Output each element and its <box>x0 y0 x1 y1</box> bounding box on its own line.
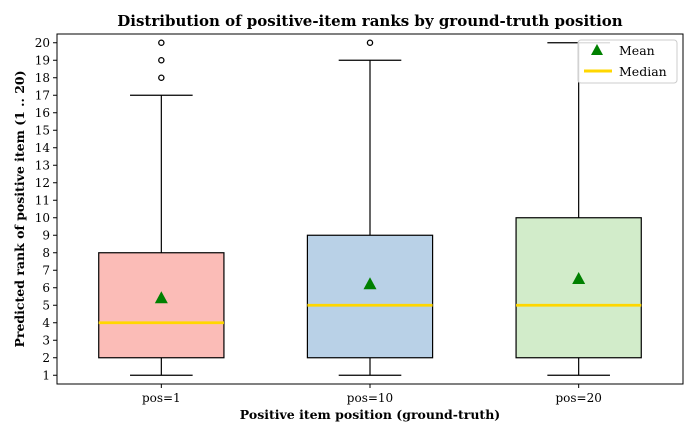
box-group <box>515 42 642 376</box>
y-tick-label: 4 <box>42 316 50 330</box>
x-axis-label: Positive item position (ground-truth) <box>240 407 500 422</box>
y-tick-label: 3 <box>42 333 50 347</box>
x-tick-label: pos=20 <box>555 391 601 405</box>
x-tick-label: pos=1 <box>142 391 181 405</box>
y-tick-label: 16 <box>35 106 50 120</box>
y-tick-label: 14 <box>35 141 51 155</box>
y-axis-label: Predicted rank of positive item (1 .. 20… <box>12 70 27 347</box>
y-tick-label: 2 <box>42 351 50 365</box>
y-tick-label: 15 <box>35 123 50 137</box>
outlier-point <box>158 74 165 82</box>
mean-marker <box>363 277 377 290</box>
outlier-point <box>158 57 165 64</box>
y-tick-label: 6 <box>42 281 50 295</box>
iqr-box <box>515 217 642 359</box>
mean-marker <box>572 272 586 284</box>
box-group <box>98 39 225 376</box>
legend-mean-label: Mean <box>619 43 655 58</box>
mean-marker <box>154 291 168 304</box>
y-tick-label: 1 <box>42 368 50 382</box>
outlier-point <box>158 39 165 47</box>
y-tick-label: 11 <box>35 193 50 207</box>
y-tick-label: 17 <box>35 88 50 102</box>
legend: Mean Median <box>577 39 678 84</box>
iqr-box <box>98 252 225 359</box>
legend-median-label: Median <box>619 64 667 79</box>
box-group <box>306 39 434 376</box>
x-tick-label: pos=10 <box>347 391 393 405</box>
legend-mean-triangle-icon <box>591 44 603 55</box>
y-tick-label: 20 <box>35 36 50 50</box>
x-axis: pos=1 pos=10 pos=20 <box>142 384 602 405</box>
outlier-point <box>366 39 374 47</box>
y-tick-label: 5 <box>42 298 50 312</box>
y-tick-label: 12 <box>35 176 50 190</box>
y-tick-label: 10 <box>35 211 50 225</box>
y-tick-label: 18 <box>35 71 50 85</box>
y-tick-label: 9 <box>42 228 50 242</box>
y-tick-label: 7 <box>42 263 50 277</box>
y-tick-label: 13 <box>35 158 50 172</box>
chart-title: Distribution of positive-item ranks by g… <box>117 12 623 30</box>
y-tick-label: 19 <box>35 53 50 67</box>
boxes-group <box>98 39 642 376</box>
iqr-box <box>306 234 434 359</box>
y-tick-label: 8 <box>42 246 50 260</box>
